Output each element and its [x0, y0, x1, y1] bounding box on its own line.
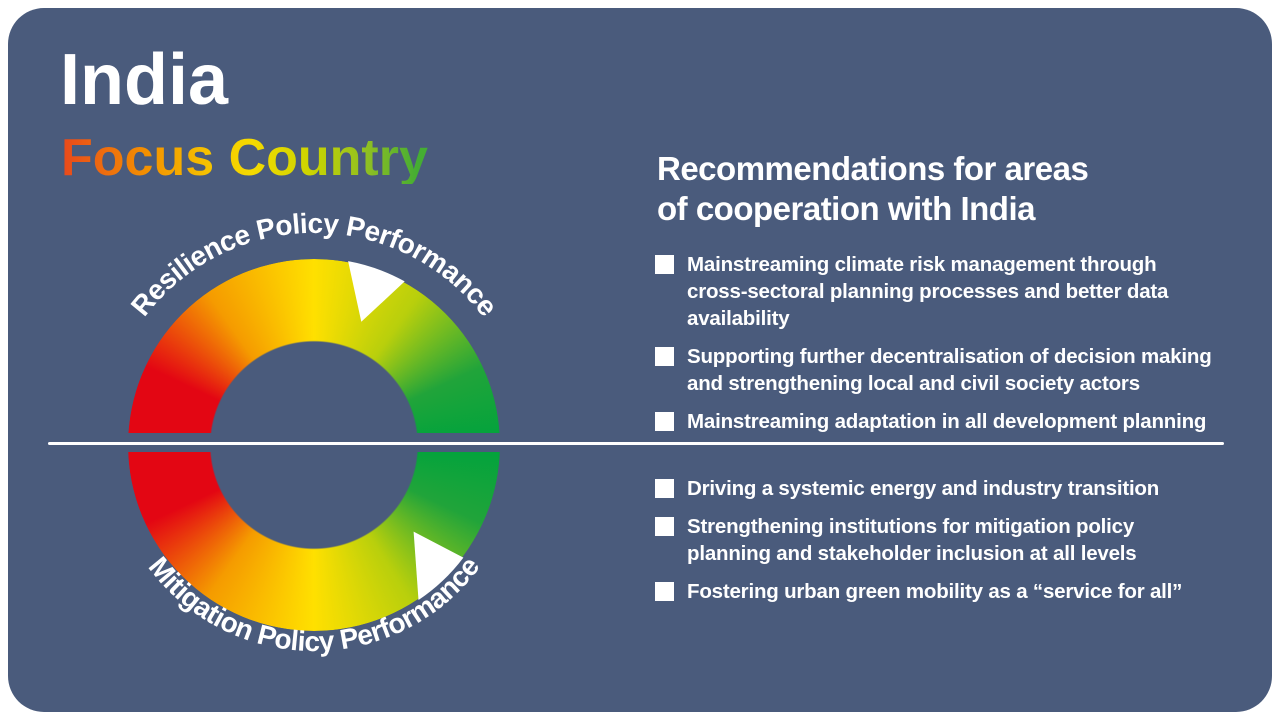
bullet-square-icon	[655, 347, 674, 366]
recommendation-line: planning and stakeholder inclusion at al…	[687, 542, 1137, 565]
recommendation-line: Strengthening institutions for mitigatio…	[687, 515, 1135, 538]
recommendation-line: Mainstreaming adaptation in all developm…	[687, 410, 1207, 433]
bullet-square-icon	[655, 582, 674, 601]
gauge-marker-layer	[348, 261, 464, 600]
recommendation-item: Mainstreaming climate risk management th…	[655, 251, 1245, 332]
bullet-square-icon	[655, 479, 674, 498]
recommendation-item: Mainstreaming adaptation in all developm…	[655, 408, 1245, 435]
divider-line	[48, 442, 1224, 445]
recommendation-line: and strengthening local and civil societ…	[687, 372, 1140, 395]
page-title: India	[60, 40, 229, 120]
gauge-labels-layer: Resilience Policy Performance Mitigation…	[125, 208, 504, 657]
recommendation-line: Driving a systemic energy and industry t…	[687, 477, 1160, 500]
recommendation-line: cross-sectoral planning processes and be…	[687, 280, 1169, 303]
page-subtitle: Focus Country	[61, 129, 428, 187]
bullet-square-icon	[655, 255, 674, 274]
mitigation-marker-notch	[413, 531, 464, 600]
recommendations-heading: Recommendations for areas of cooperation…	[657, 149, 1089, 229]
bullet-square-icon	[655, 517, 674, 536]
recommendation-line: Supporting further decentralisation of d…	[687, 345, 1212, 368]
recommendation-item: Strengthening institutions for mitigatio…	[655, 513, 1245, 567]
recommendation-item: Supporting further decentralisation of d…	[655, 343, 1245, 397]
recommendations-heading-line2: of cooperation with India	[657, 190, 1036, 227]
mitigation-recommendations-list: Driving a systemic energy and industry t…	[655, 475, 1245, 616]
resilience-marker-notch	[348, 261, 405, 322]
bullet-square-icon	[655, 412, 674, 431]
policy-performance-gauge	[122, 259, 506, 631]
recommendation-item: Driving a systemic energy and industry t…	[655, 475, 1245, 502]
focus-country-card: India Focus Country Resilience Policy Pe…	[8, 8, 1272, 712]
recommendation-item: Fostering urban green mobility as a “ser…	[655, 578, 1245, 605]
recommendation-line: Mainstreaming climate risk management th…	[687, 253, 1157, 276]
recommendation-line: Fostering urban green mobility as a “ser…	[687, 580, 1183, 603]
resilience-gauge-label: Resilience Policy Performance	[125, 208, 503, 322]
recommendations-heading-line1: Recommendations for areas	[657, 150, 1089, 187]
resilience-recommendations-list: Mainstreaming climate risk management th…	[655, 251, 1245, 446]
recommendation-line: availability	[687, 307, 790, 330]
mitigation-gauge-label: Mitigation Policy Performance	[143, 551, 485, 657]
